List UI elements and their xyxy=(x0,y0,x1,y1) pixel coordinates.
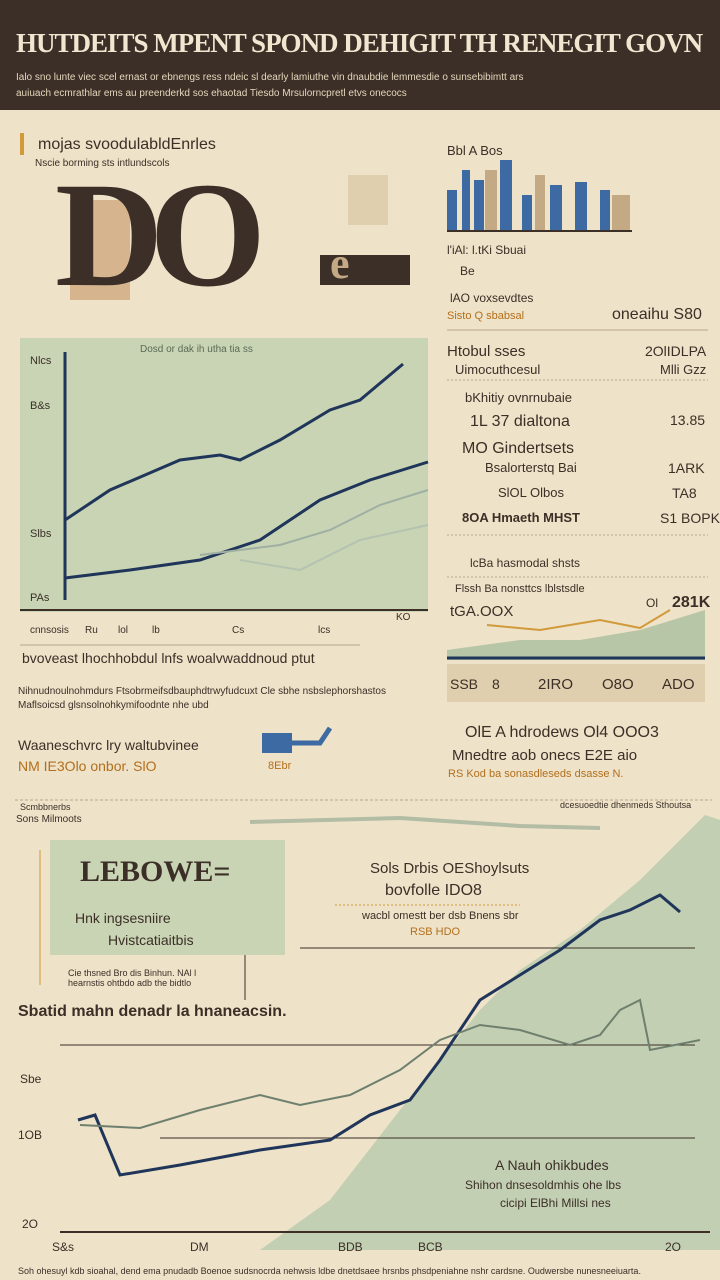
x-label: Ru xyxy=(85,625,98,636)
list-subtitle: Uimocuthcesul xyxy=(455,362,541,377)
box-text: Hvistcatiaitbis xyxy=(108,932,194,948)
note: RSB HDO xyxy=(410,926,461,938)
box-text: Hnk ingsesniire xyxy=(75,910,171,926)
row-label: SlOL Olbos xyxy=(498,485,564,500)
y-label: 2O xyxy=(22,1217,39,1231)
text: Sons Milmoots xyxy=(16,814,82,825)
list-value: 2OlIDLPA xyxy=(645,343,707,359)
chart-title: lcBa hasmodal shsts xyxy=(470,556,581,570)
x-label: lb xyxy=(152,625,160,636)
x-label: DM xyxy=(190,1240,209,1254)
row-value: 13.85 xyxy=(670,412,706,428)
subtitle: Ialo sno lunte viec scel ernast or ebnen… xyxy=(16,72,524,83)
y-label: Nlcs xyxy=(30,355,52,367)
row-label: 8OA Hmaeth MHST xyxy=(462,510,580,525)
text: RS Kod ba sonasdleseds dsasse N. xyxy=(448,768,624,780)
big-text: DO xyxy=(55,152,266,318)
cell: 8 xyxy=(492,676,500,692)
small-text: e xyxy=(330,239,350,288)
row-label: MO Gindertsets xyxy=(462,440,575,457)
chart-label: Ol xyxy=(646,596,658,610)
annotation: A Nauh ohikbudes xyxy=(495,1157,609,1173)
note: bovfolle IDO8 xyxy=(385,882,482,899)
icon-label: 8Ebr xyxy=(268,760,292,772)
text: NM IE3Olo onbor. SlO xyxy=(18,758,157,774)
panel-title: Bbl A Bos xyxy=(447,143,503,158)
x-label: lcs xyxy=(318,625,331,636)
y-label: 1OB xyxy=(18,1128,43,1142)
row-label: 1L 37 dialtona xyxy=(470,413,570,430)
caption: l'iAl: l.tKi Sbuai xyxy=(447,243,526,257)
text: OlE A hdrodews Ol4 OOO3 xyxy=(465,724,659,741)
title: HUTDEITS MPENT SPOND DEHIGIT TH RENEGIT … xyxy=(16,28,703,58)
row-value: S1 BOPK xyxy=(660,510,720,526)
note: Cie thsned Bro dis Binhun. NAl l hearnst… xyxy=(68,968,197,988)
stat: Sisto Q sbabsal xyxy=(447,310,525,322)
chart-label: tGA.OOX xyxy=(450,603,514,620)
text: Nihnudnoulnohmdurs Ftsobrmeifsdbauphdtrw… xyxy=(18,686,386,697)
row-value: 1ARK xyxy=(668,460,705,476)
y-label: Sbe xyxy=(20,1072,42,1086)
y-label: Slbs xyxy=(30,528,52,540)
note: Be xyxy=(460,264,475,278)
x-label: BCB xyxy=(418,1240,443,1254)
stat: oneaihu S80 xyxy=(612,306,702,323)
list-title: Htobul sses xyxy=(447,343,526,360)
stat: lAO voxsevdtes xyxy=(450,291,534,305)
x-label: cnnsosis xyxy=(30,625,69,636)
text: Maflsoicsd glsnsolnohkymifoodnte nhe ubd xyxy=(18,700,209,711)
text: dcesuoedtie dhenmeds Sthoutsa xyxy=(560,800,692,810)
note: Sols Drbis OEShoylsuts xyxy=(370,860,530,877)
cell: ADO xyxy=(662,676,695,693)
text: Scmbbnerbs xyxy=(20,802,71,812)
y-label: PAs xyxy=(30,592,50,604)
row-label: Bsalorterstq Bai xyxy=(485,460,577,475)
chart-title: Dosd or dak ih utha tia ss xyxy=(140,344,253,355)
cell: O8O xyxy=(602,676,634,693)
note: wacbl omestt ber dsb Bnens sbr xyxy=(362,910,519,922)
x-label: BDB xyxy=(338,1240,363,1254)
y-label: B&s xyxy=(30,400,51,412)
annotation: Shihon dnsesoldmhis ohe lbs xyxy=(465,1178,622,1192)
annotation: cicipi ElBhi Millsi nes xyxy=(500,1196,611,1210)
heading: Sbatid mahn denadr la hnaneacsin. xyxy=(18,1003,287,1020)
x-label: KO xyxy=(396,612,411,623)
x-label: S&s xyxy=(52,1240,75,1254)
text: Mnedtre aob onecs E2E aio xyxy=(452,747,638,764)
cell: 2IRO xyxy=(538,676,574,693)
x-label: 2O xyxy=(665,1240,682,1254)
chart-label: 281K xyxy=(672,594,711,611)
footer: Soh ohesuyl kdb sioahal, dend ema pnudad… xyxy=(18,1266,641,1276)
row-label: bKhitiy ovnrnubaie xyxy=(465,390,572,405)
list-value: Mlli Gzz xyxy=(660,362,707,377)
subtitle: auiuach ecmrathlar ems au preenderkd sos… xyxy=(16,88,407,99)
cell: SSB xyxy=(450,676,479,692)
text: Waaneschvrc lry waltubvinee xyxy=(18,737,199,753)
text: bvoveast lhochhobdul lnfs woalvwaddnoud … xyxy=(22,650,315,666)
box-title: LEBOWE= xyxy=(80,855,231,888)
chart-label: Flssh Ba nonsttcs lblstsdle xyxy=(455,583,585,595)
x-label: Cs xyxy=(232,625,245,636)
subheading: Nscie borming sts intlundscols xyxy=(35,158,170,169)
x-label: lol xyxy=(118,625,129,636)
heading: mojas svoodulabldEnrles xyxy=(38,136,216,153)
row-value: TA8 xyxy=(672,485,697,501)
